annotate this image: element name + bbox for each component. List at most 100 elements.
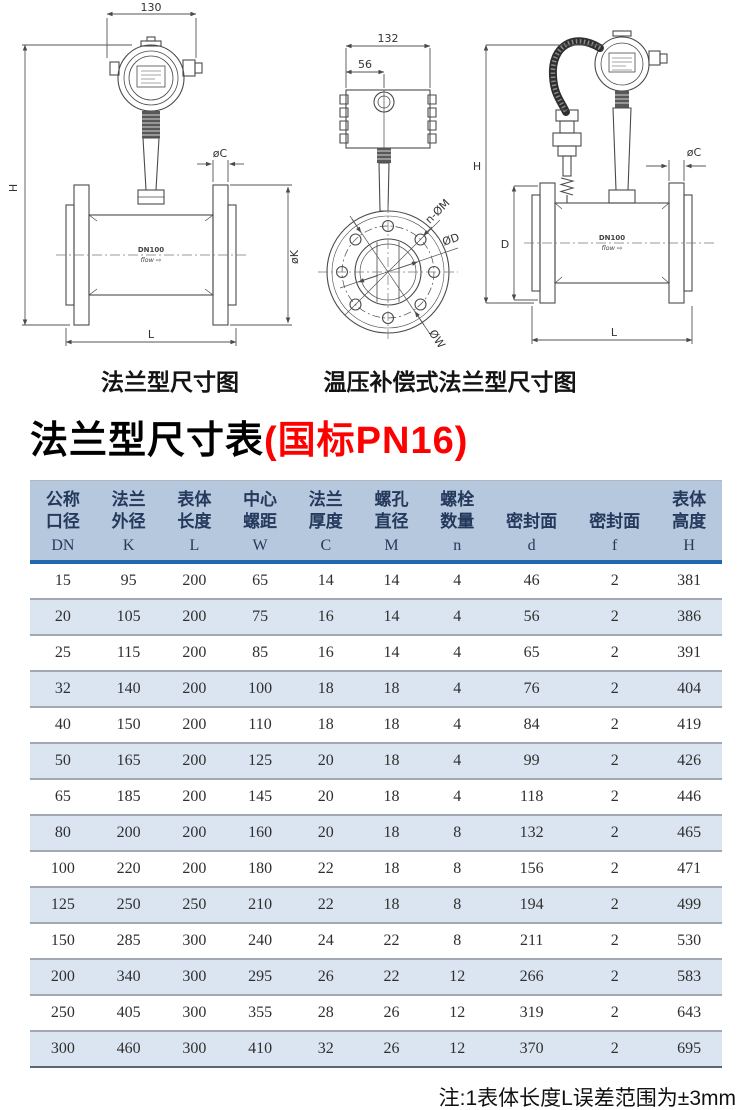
table-cell: 2 [610, 571, 619, 589]
table-cell: 220 [95, 849, 162, 887]
table-cell: 211 [490, 921, 574, 959]
table-row: 15 95 200 65 14 14 4 46 2 381 [30, 562, 722, 599]
dimension-lines [483, 44, 706, 344]
table-cell: 4 [424, 741, 491, 779]
compensated-diagram-caption: 温压补偿式法兰型尺寸图 [324, 369, 577, 395]
table-cell: 250 [161, 885, 228, 923]
table-cell: 25 [30, 633, 96, 671]
dim-label-length: L [611, 326, 618, 339]
column-header: 公称 口径 DN [30, 479, 96, 564]
dimension-lines [22, 11, 292, 346]
table-cell: 18 [358, 885, 425, 923]
body-size-label: DN100 [138, 246, 164, 254]
table-cell: 18 [358, 813, 425, 851]
dim-label-conduit-offset: 56 [358, 58, 372, 71]
flow-direction-label: flow ⇨ [140, 256, 162, 264]
table-cell: 340 [95, 957, 162, 995]
dimension-table: 公称 口径 DN 法兰 外径 K 表体 长度 L 中心 螺距 W 法兰 厚度 C 螺孔 直径 M 螺栓 数量 n 密封面 d… [30, 479, 722, 1068]
table-cell: 26 [358, 1029, 425, 1068]
table-cell: 22 [358, 921, 425, 959]
table-cell: 200 [182, 571, 207, 589]
column-header: 法兰 外径 K [95, 479, 162, 564]
transmitter-head [109, 36, 203, 112]
table-row: 150 285 300 240 24 22 8 211 2 530 [30, 921, 722, 959]
table-cell: 200 [161, 669, 228, 707]
dimension-lines [339, 43, 459, 335]
table-cell: 471 [656, 849, 722, 887]
column-header-label: 厚度 [308, 511, 343, 531]
table-cell: 15 [54, 571, 71, 589]
table-cell: 4 [424, 705, 491, 743]
column-header-symbol: K [122, 536, 135, 554]
table-cell: 12 [424, 957, 491, 995]
table-cell: 2 [573, 633, 657, 671]
table-cell: 426 [656, 741, 722, 779]
table-cell: 285 [95, 921, 162, 959]
table-cell: 84 [490, 705, 574, 743]
table-cell: 240 [227, 921, 293, 959]
table-cell: 300 [161, 993, 228, 1031]
table-cell: 266 [490, 957, 574, 995]
column-header-label: 数量 [440, 511, 475, 531]
table-cell: 300 [161, 1029, 228, 1068]
dim-label-bolt-circle: ØW [426, 327, 448, 351]
column-header-label: 中心 [243, 489, 278, 509]
table-cell: 32 [292, 1029, 359, 1068]
tolerance-note: 注:1表体长度L误差范围为±3mm [438, 1086, 736, 1110]
column-header-label: 表体 [672, 489, 707, 509]
table-row: 40 150 200 110 18 18 4 84 2 419 [30, 705, 722, 743]
table-cell: 18 [358, 777, 425, 815]
flow-direction-label: flow ⇨ [601, 244, 623, 252]
dim-label-flange-thickness: øC [213, 147, 228, 160]
table-row: 50 165 200 125 20 18 4 99 2 426 [30, 741, 722, 779]
table-cell: 4 [453, 571, 462, 589]
column-header-label: 公称 [45, 489, 80, 509]
table-cell: 156 [490, 849, 574, 887]
dim-label-flange-diameter: øK [288, 249, 301, 264]
table-cell: 446 [656, 777, 722, 815]
table-cell: 100 [227, 669, 293, 707]
table-cell: 40 [30, 705, 96, 743]
column-header-symbol: H [683, 536, 695, 554]
column-header-label: 螺栓 [440, 489, 475, 509]
column-header-label: 密封面 [589, 511, 641, 531]
column-header-symbol: L [189, 536, 200, 554]
table-cell: 2 [573, 885, 657, 923]
table-cell: 99 [490, 741, 574, 779]
table-cell: 95 [120, 571, 137, 589]
table-row: 125 250 250 210 22 18 8 194 2 499 [30, 885, 722, 923]
table-cell: 65 [30, 777, 96, 815]
dim-label-bore-diameter: ØD [441, 231, 461, 249]
column-header-symbol: d [527, 536, 536, 554]
dim-label-top-width: 130 [141, 1, 162, 14]
dim-label-height: H [7, 184, 20, 192]
table-cell: 46 [523, 571, 540, 589]
table-cell: 200 [161, 777, 228, 815]
table-cell: 16 [292, 597, 359, 635]
table-cell: 22 [292, 885, 359, 923]
table-cell: 14 [358, 633, 425, 671]
table-cell: 2 [573, 669, 657, 707]
table-cell: 145 [227, 777, 293, 815]
flange-side-diagram [22, 11, 292, 346]
table-cell: 200 [30, 957, 96, 995]
table-cell: 65 [490, 633, 574, 671]
table-cell: 160 [227, 813, 293, 851]
dim-label-body-diameter: D [501, 238, 509, 251]
column-header-symbol: f [612, 536, 618, 554]
transmitter-head [594, 30, 668, 92]
table-cell: 140 [95, 669, 162, 707]
table-cell: 22 [358, 957, 425, 995]
flange-diagram-caption: 法兰型尺寸图 [101, 369, 239, 395]
table-cell: 26 [292, 957, 359, 995]
table-cell: 210 [227, 885, 293, 923]
table-cell: 2 [573, 777, 657, 815]
table-cell: 125 [30, 885, 96, 923]
dimension-diagrams: 130 H øC øK L DN100 flow ⇨ 法兰型尺寸图 [7, 1, 714, 395]
table-cell: 300 [161, 921, 228, 959]
table-cell: 118 [490, 777, 574, 815]
title-text: 法兰型尺寸表 [30, 420, 265, 462]
table-cell: 22 [292, 849, 359, 887]
table-cell: 2 [573, 993, 657, 1031]
table-cell: 165 [95, 741, 162, 779]
